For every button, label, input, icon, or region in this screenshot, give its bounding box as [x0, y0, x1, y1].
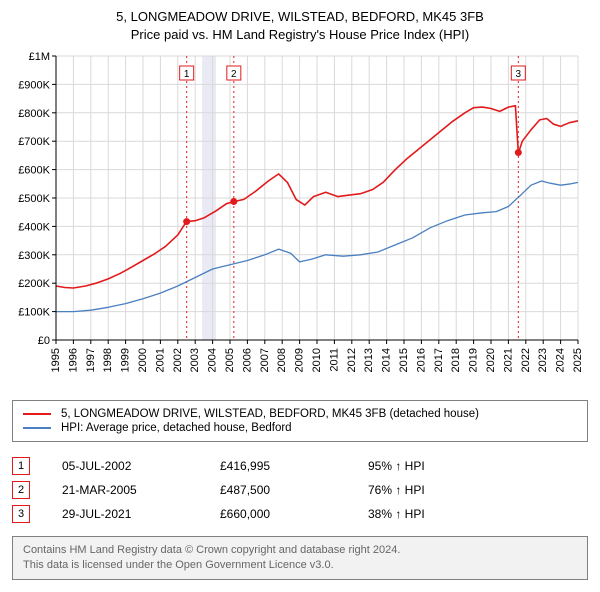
- svg-text:2001: 2001: [154, 348, 166, 372]
- svg-text:2013: 2013: [363, 348, 375, 372]
- svg-text:2004: 2004: [207, 348, 219, 372]
- svg-text:2009: 2009: [294, 348, 306, 372]
- svg-text:£100K: £100K: [18, 307, 50, 319]
- svg-text:£500K: £500K: [18, 193, 50, 205]
- svg-text:2021: 2021: [502, 348, 514, 372]
- transaction-date: 29-JUL-2021: [62, 502, 220, 526]
- svg-text:£900K: £900K: [18, 80, 50, 92]
- svg-text:£1M: £1M: [29, 51, 50, 63]
- chart-title-block: 5, LONGMEADOW DRIVE, WILSTEAD, BEDFORD, …: [12, 8, 588, 44]
- svg-text:2024: 2024: [555, 348, 567, 372]
- transaction-date: 05-JUL-2002: [62, 454, 220, 478]
- transaction-row: 1 05-JUL-2002£416,99595% ↑ HPI: [12, 454, 588, 478]
- transaction-delta: 95% ↑ HPI: [368, 454, 588, 478]
- svg-text:£0: £0: [38, 335, 50, 347]
- transaction-delta: 38% ↑ HPI: [368, 502, 588, 526]
- svg-text:2011: 2011: [328, 348, 340, 372]
- svg-text:2015: 2015: [398, 348, 410, 372]
- svg-text:1997: 1997: [85, 348, 97, 372]
- svg-text:2017: 2017: [433, 348, 445, 372]
- svg-text:2: 2: [231, 69, 237, 80]
- svg-text:1: 1: [184, 69, 190, 80]
- transaction-marker: 1: [12, 457, 30, 475]
- svg-text:2014: 2014: [381, 348, 393, 372]
- svg-text:2022: 2022: [520, 348, 532, 372]
- transactions-table: 1 05-JUL-2002£416,99595% ↑ HPI 2 21-MAR-200…: [12, 454, 588, 526]
- svg-text:2018: 2018: [450, 348, 462, 372]
- transaction-row: 2 21-MAR-2005£487,50076% ↑ HPI: [12, 478, 588, 502]
- transaction-row: 3 29-JUL-2021£660,00038% ↑ HPI: [12, 502, 588, 526]
- svg-text:£700K: £700K: [18, 137, 50, 149]
- svg-text:2010: 2010: [311, 348, 323, 372]
- svg-text:1995: 1995: [50, 348, 62, 372]
- svg-text:£400K: £400K: [18, 222, 50, 234]
- legend-swatch: [23, 413, 51, 415]
- svg-text:3: 3: [516, 69, 522, 80]
- legend-item: 5, LONGMEADOW DRIVE, WILSTEAD, BEDFORD, …: [23, 407, 577, 421]
- transaction-marker: 2: [12, 481, 30, 499]
- svg-text:2012: 2012: [346, 348, 358, 372]
- svg-text:2000: 2000: [137, 348, 149, 372]
- transaction-delta: 76% ↑ HPI: [368, 478, 588, 502]
- legend-item: HPI: Average price, detached house, Bedf…: [23, 421, 577, 435]
- svg-text:1998: 1998: [102, 348, 114, 372]
- svg-text:2007: 2007: [259, 348, 271, 372]
- transaction-price: £416,995: [220, 454, 368, 478]
- transaction-price: £660,000: [220, 502, 368, 526]
- svg-text:2008: 2008: [276, 348, 288, 372]
- svg-text:2019: 2019: [468, 348, 480, 372]
- attribution-line-1: Contains HM Land Registry data © Crown c…: [23, 543, 577, 558]
- title-line-2: Price paid vs. HM Land Registry's House …: [12, 26, 588, 44]
- svg-text:2016: 2016: [415, 348, 427, 372]
- title-line-1: 5, LONGMEADOW DRIVE, WILSTEAD, BEDFORD, …: [12, 8, 588, 26]
- transaction-price: £487,500: [220, 478, 368, 502]
- svg-text:2023: 2023: [537, 348, 549, 372]
- svg-text:£200K: £200K: [18, 279, 50, 291]
- attribution-box: Contains HM Land Registry data © Crown c…: [12, 536, 588, 580]
- legend-swatch: [23, 427, 51, 429]
- svg-text:£600K: £600K: [18, 165, 50, 177]
- transaction-date: 21-MAR-2005: [62, 478, 220, 502]
- price-chart: 1 2 3 £0 £100K £200K £300K £400K £500K £600K £700K…: [12, 50, 588, 390]
- svg-text:2006: 2006: [241, 348, 253, 372]
- transaction-marker: 3: [12, 505, 30, 523]
- legend-label: HPI: Average price, detached house, Bedf…: [61, 422, 292, 434]
- svg-text:1999: 1999: [120, 348, 132, 372]
- svg-text:2003: 2003: [189, 348, 201, 372]
- svg-text:£300K: £300K: [18, 250, 50, 262]
- svg-text:1996: 1996: [67, 348, 79, 372]
- svg-text:2025: 2025: [572, 348, 584, 372]
- attribution-line-2: This data is licensed under the Open Gov…: [23, 558, 577, 573]
- legend: 5, LONGMEADOW DRIVE, WILSTEAD, BEDFORD, …: [12, 400, 588, 442]
- chart-svg: 1 2 3 £0 £100K £200K £300K £400K £500K £600K £700K…: [12, 50, 588, 390]
- legend-label: 5, LONGMEADOW DRIVE, WILSTEAD, BEDFORD, …: [61, 408, 479, 420]
- svg-text:2020: 2020: [485, 348, 497, 372]
- svg-text:£800K: £800K: [18, 108, 50, 120]
- svg-text:2002: 2002: [172, 348, 184, 372]
- svg-text:2005: 2005: [224, 348, 236, 372]
